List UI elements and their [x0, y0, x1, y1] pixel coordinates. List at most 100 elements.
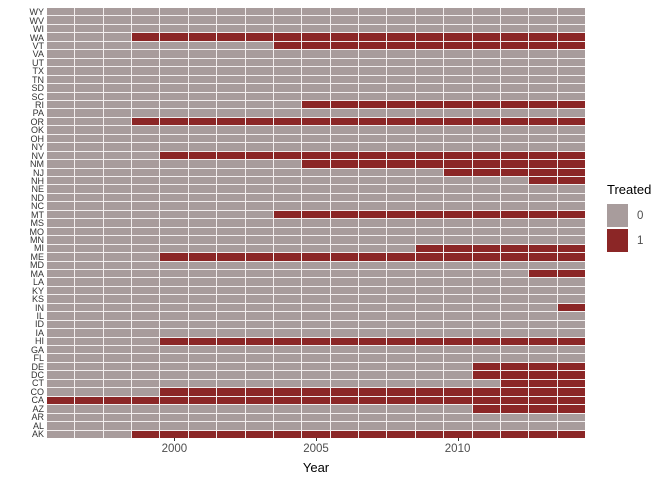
heatmap-cell: [217, 202, 245, 210]
heatmap-cell: [529, 227, 557, 236]
heatmap-cell: [387, 177, 415, 185]
heatmap-cell: [557, 346, 585, 354]
heatmap-cell: [103, 219, 132, 227]
heatmap-cell: [444, 286, 472, 295]
heatmap-cell: [103, 143, 132, 151]
heatmap-cell: [75, 160, 103, 168]
heatmap-cell: [330, 168, 359, 177]
y-axis-label-WI: WI: [33, 24, 44, 35]
heatmap-cell: [47, 388, 75, 396]
heatmap-cell: [472, 67, 500, 75]
heatmap-cell: [557, 84, 585, 92]
heatmap-cell: [557, 227, 585, 236]
heatmap-cell: [557, 253, 585, 261]
legend-key-0: 0: [607, 204, 651, 227]
heatmap-cell: [103, 422, 132, 430]
heatmap-cell: [500, 50, 529, 58]
heatmap-cell: [245, 16, 273, 24]
heatmap-cell: [387, 84, 415, 92]
heatmap-cell: [415, 143, 444, 151]
heatmap-cell: [75, 58, 103, 67]
heatmap-cell: [500, 303, 529, 312]
heatmap-cell: [529, 160, 557, 168]
heatmap-cell: [529, 67, 557, 75]
heatmap-cell: [188, 75, 217, 84]
heatmap-cell: [472, 261, 500, 269]
x-axis-title: Year: [302, 460, 330, 475]
heatmap-cell: [444, 117, 472, 126]
heatmap-cell: [132, 303, 160, 312]
heatmap-cell: [444, 261, 472, 269]
heatmap-cell: [160, 329, 188, 337]
heatmap-cell: [330, 295, 359, 303]
heatmap-cell: [444, 126, 472, 134]
y-axis-label-MS: MS: [30, 218, 45, 229]
heatmap-cell: [273, 371, 302, 379]
heatmap-cell: [245, 193, 273, 202]
heatmap-cell: [245, 354, 273, 362]
heatmap-cell: [75, 430, 103, 438]
heatmap-cell: [359, 422, 387, 430]
heatmap-cell: [500, 202, 529, 210]
heatmap-cell: [415, 320, 444, 329]
heatmap-cell: [132, 269, 160, 278]
heatmap-cell: [500, 261, 529, 269]
heatmap-cell: [188, 143, 217, 151]
heatmap-cell: [387, 269, 415, 278]
heatmap-cell: [245, 151, 273, 160]
heatmap-cell: [472, 193, 500, 202]
heatmap-cell: [75, 185, 103, 193]
heatmap-cell: [500, 67, 529, 75]
heatmap-cell: [302, 303, 330, 312]
y-axis-label-NM: NM: [30, 159, 44, 170]
heatmap-cell: [132, 16, 160, 24]
heatmap-cell: [415, 117, 444, 126]
heatmap-cell: [103, 33, 132, 41]
heatmap-cell: [103, 126, 132, 134]
heatmap-cell: [47, 84, 75, 92]
heatmap-cell: [557, 362, 585, 371]
heatmap-cell: [359, 295, 387, 303]
heatmap-cell: [387, 278, 415, 286]
heatmap-cell: [217, 236, 245, 244]
heatmap-cell: [160, 219, 188, 227]
heatmap-cell: [103, 8, 132, 16]
heatmap-cell: [188, 168, 217, 177]
heatmap-cell: [47, 210, 75, 219]
heatmap-cell: [387, 33, 415, 41]
heatmap-cell: [217, 388, 245, 396]
heatmap-cell: [47, 100, 75, 109]
heatmap-cell: [415, 109, 444, 117]
heatmap-cell: [472, 236, 500, 244]
heatmap-cell: [75, 109, 103, 117]
heatmap-cell: [500, 109, 529, 117]
heatmap-cell: [132, 168, 160, 177]
heatmap-cell: [500, 295, 529, 303]
heatmap-cell: [302, 286, 330, 295]
heatmap-cell: [330, 413, 359, 422]
heatmap-cell: [132, 41, 160, 50]
legend-swatch-0: [607, 204, 628, 227]
heatmap-cell: [557, 219, 585, 227]
heatmap-cell: [302, 117, 330, 126]
heatmap-cell: [188, 177, 217, 185]
heatmap-cell: [103, 160, 132, 168]
heatmap-cell: [160, 337, 188, 346]
heatmap-cell: [47, 269, 75, 278]
heatmap-cell: [500, 269, 529, 278]
heatmap-cell: [557, 269, 585, 278]
heatmap-cell: [245, 430, 273, 438]
heatmap-cell: [387, 227, 415, 236]
heatmap-cell: [75, 396, 103, 405]
heatmap-cell: [444, 8, 472, 16]
heatmap-cell: [387, 422, 415, 430]
heatmap-cell: [359, 261, 387, 269]
heatmap-cell: [103, 41, 132, 50]
heatmap-cell: [472, 405, 500, 413]
heatmap-cell: [160, 396, 188, 405]
heatmap-cell: [387, 261, 415, 269]
heatmap-cell: [188, 100, 217, 109]
heatmap-cell: [160, 379, 188, 388]
heatmap-cell: [472, 329, 500, 337]
heatmap-cell: [557, 303, 585, 312]
